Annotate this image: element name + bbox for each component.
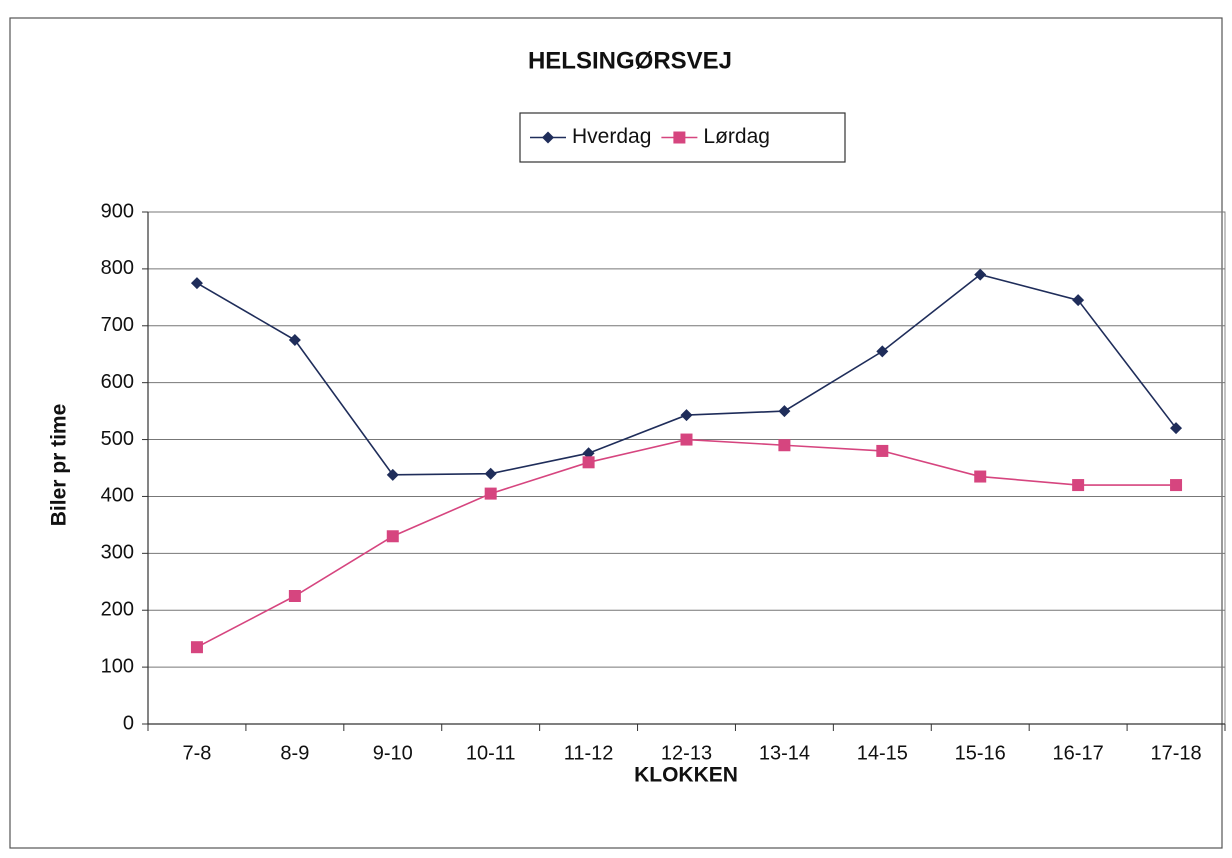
- y-tick-label: 0: [123, 712, 134, 734]
- marker: [680, 409, 693, 422]
- x-tick-label: 13-14: [759, 742, 810, 764]
- marker: [1170, 479, 1183, 492]
- x-tick-label: 9-10: [373, 742, 413, 764]
- marker: [1072, 294, 1085, 307]
- x-tick-label: 17-18: [1150, 742, 1201, 764]
- legend-label: Lørdag: [703, 125, 770, 148]
- marker: [386, 468, 399, 481]
- marker: [876, 444, 889, 457]
- y-tick-label: 300: [101, 542, 134, 564]
- marker: [190, 277, 203, 290]
- marker: [974, 268, 987, 281]
- y-tick-label: 100: [101, 655, 134, 677]
- y-tick-label: 400: [101, 485, 134, 507]
- chart-title: HELSINGØRSVEJ: [528, 47, 732, 74]
- y-tick-label: 600: [101, 371, 134, 393]
- y-tick-label: 500: [101, 428, 134, 450]
- x-tick-label: 16-17: [1053, 742, 1104, 764]
- x-tick-label: 15-16: [955, 742, 1006, 764]
- x-tick-label: 10-11: [466, 742, 516, 764]
- marker: [288, 334, 301, 346]
- x-tick-label: 14-15: [857, 742, 908, 764]
- y-tick-label: 900: [101, 200, 134, 222]
- marker: [582, 447, 595, 460]
- marker: [673, 131, 686, 144]
- y-tick-label: 200: [101, 599, 134, 621]
- marker: [680, 433, 693, 446]
- marker: [876, 345, 889, 358]
- y-tick-label: 800: [101, 257, 134, 279]
- marker: [1170, 422, 1183, 435]
- legend-label: Hverdag: [572, 125, 651, 148]
- marker: [778, 405, 791, 418]
- x-axis-label: KLOKKEN: [634, 764, 738, 787]
- y-tick-label: 700: [101, 314, 134, 336]
- marker: [582, 456, 595, 469]
- x-tick-label: 11-12: [564, 742, 614, 764]
- marker: [1072, 479, 1085, 492]
- x-tick-label: 8-9: [280, 742, 309, 764]
- x-tick-label: 12-13: [661, 742, 712, 764]
- marker: [974, 470, 987, 483]
- marker: [778, 439, 791, 452]
- x-tick-label: 7-8: [183, 742, 212, 764]
- marker: [484, 467, 497, 480]
- y-axis-label: Biler pr time: [48, 404, 71, 527]
- marker: [484, 487, 497, 500]
- marker: [542, 131, 554, 144]
- marker: [288, 590, 301, 602]
- marker: [190, 641, 203, 654]
- marker: [386, 530, 399, 543]
